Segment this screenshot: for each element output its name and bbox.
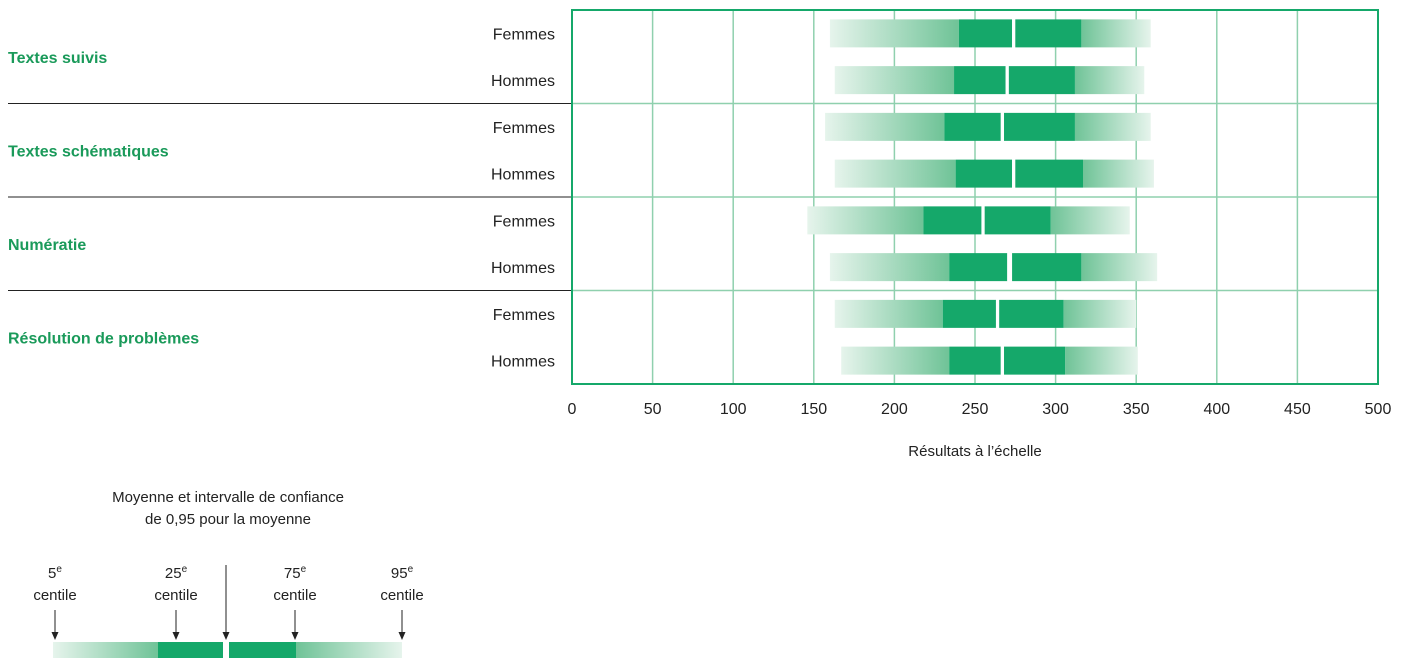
- bar-ci-resolution-de-problemes-femmes: [995, 299, 1000, 328]
- legend-arrow-head-5: [51, 632, 59, 640]
- bar-p5-p25-textes-suivis-femmes: [829, 19, 959, 48]
- bar-p25-mean-textes-suivis-femmes: [958, 19, 1013, 48]
- legend-title-line-2: de 0,95 pour la moyenne: [145, 511, 311, 528]
- group-label-textes-schematiques-femmes: Femmes: [493, 120, 555, 137]
- bar-p5-p25-numeratie-hommes: [829, 253, 950, 282]
- plot-frame: [571, 9, 1379, 385]
- group-label-numeratie-femmes: Femmes: [493, 213, 555, 230]
- x-axis-label: Résultats à l’échelle: [908, 443, 1041, 460]
- bar-ci-textes-schematiques-hommes: [1012, 159, 1016, 188]
- bar-p25-mean-resolution-de-problemes-hommes: [949, 346, 1001, 375]
- legend-item-75-number: 75e: [284, 564, 307, 582]
- x-axis-ticks: 0 50 100 150 200 250 300 350 400 450 500: [568, 401, 1392, 418]
- bar-p25-mean-textes-schematiques-hommes: [955, 159, 1013, 188]
- category-labels: Textes suivis Femmes Hommes Textes schémati…: [8, 26, 572, 371]
- bar-p75-p95-resolution-de-problemes-femmes: [1063, 299, 1137, 328]
- legend-bar-p75-p95: [296, 642, 402, 658]
- x-tick-label-250: 250: [962, 401, 989, 418]
- group-label-resolution-de-problemes-femmes: Femmes: [493, 307, 555, 324]
- bar-p5-p25-textes-schematiques-hommes: [834, 159, 956, 188]
- bar-ci-textes-suivis-hommes: [1005, 66, 1009, 95]
- legend-item-5-word: centile: [33, 587, 76, 604]
- bar-p5-p25-textes-schematiques-femmes: [825, 112, 945, 141]
- bar-p75-p95-textes-suivis-femmes: [1081, 19, 1151, 48]
- bar-mean-p75-numeratie-hommes: [1012, 253, 1082, 282]
- group-label-textes-suivis-hommes: Hommes: [491, 73, 555, 90]
- x-tick-label-200: 200: [881, 401, 908, 418]
- category-label-textes-suivis: Textes suivis: [8, 50, 107, 67]
- bar-p75-p95-numeratie-hommes: [1081, 253, 1158, 282]
- x-tick-label-100: 100: [720, 401, 747, 418]
- bar-mean-p75-resolution-de-problemes-femmes: [999, 299, 1064, 328]
- bar-p5-p25-resolution-de-problemes-hommes: [841, 346, 950, 375]
- group-label-textes-suivis-femmes: Femmes: [493, 26, 555, 43]
- group-label-numeratie-hommes: Hommes: [491, 260, 555, 277]
- x-tick-label-350: 350: [1123, 401, 1150, 418]
- bar-mean-p75-textes-suivis-hommes: [1008, 66, 1075, 95]
- bar-p5-p25-textes-suivis-hommes: [834, 66, 955, 95]
- bar-p25-mean-textes-suivis-hommes: [954, 66, 1006, 95]
- gridlines: [571, 10, 1379, 384]
- bar-p25-mean-textes-schematiques-femmes: [944, 112, 1001, 141]
- category-label-textes-schematiques: Textes schématiques: [8, 143, 169, 160]
- legend-item-25-number: 25e: [165, 564, 188, 582]
- legend-title-line-1: Moyenne et intervalle de confiance: [112, 489, 344, 506]
- legend-bar-mean-p75: [229, 642, 296, 658]
- legend-item-95-word: centile: [380, 587, 423, 604]
- legend-arrow-head-75: [291, 632, 299, 640]
- legend-item-75-word: centile: [273, 587, 316, 604]
- bar-p25-mean-numeratie-hommes: [949, 253, 1008, 282]
- x-tick-label-450: 450: [1284, 401, 1311, 418]
- bar-p25-mean-resolution-de-problemes-femmes: [942, 299, 996, 328]
- legend-arrow-head-25: [172, 632, 180, 640]
- bar-mean-p75-numeratie-femmes: [984, 206, 1051, 235]
- legend-bar-p5-p25: [53, 642, 158, 658]
- legend-bar-ci: [223, 642, 229, 658]
- bar-mean-p75-textes-suivis-femmes: [1015, 19, 1082, 48]
- bar-ci-textes-schematiques-femmes: [1000, 112, 1005, 141]
- bar-p75-p95-textes-schematiques-femmes: [1074, 112, 1151, 141]
- bar-mean-p75-textes-schematiques-femmes: [1004, 112, 1075, 141]
- x-tick-label-0: 0: [568, 401, 577, 418]
- group-label-resolution-de-problemes-hommes: Hommes: [491, 354, 555, 371]
- category-label-resolution-de-problemes: Résolution de problèmes: [8, 330, 199, 347]
- bars: [807, 19, 1158, 375]
- x-tick-label-150: 150: [800, 401, 827, 418]
- bar-mean-p75-textes-schematiques-hommes: [1015, 159, 1084, 188]
- legend-item-95-number: 95e: [391, 564, 414, 582]
- bar-mean-p75-resolution-de-problemes-hommes: [1004, 346, 1066, 375]
- bar-p75-p95-resolution-de-problemes-hommes: [1065, 346, 1138, 375]
- bar-p5-p25-numeratie-femmes: [807, 206, 924, 235]
- legend: Moyenne et intervalle de confiance de 0,…: [33, 489, 424, 658]
- x-tick-label-500: 500: [1365, 401, 1392, 418]
- x-tick-label-400: 400: [1203, 401, 1230, 418]
- legend-arrow-head-mean: [222, 632, 230, 640]
- bar-ci-resolution-de-problemes-hommes: [1000, 346, 1005, 375]
- legend-arrow-head-95: [398, 632, 406, 640]
- bar-p75-p95-textes-suivis-hommes: [1074, 66, 1145, 95]
- legend-item-25-word: centile: [154, 587, 197, 604]
- bar-p75-p95-numeratie-femmes: [1050, 206, 1130, 235]
- x-tick-label-300: 300: [1042, 401, 1069, 418]
- legend-item-5-number: 5e: [48, 564, 62, 582]
- bar-ci-numeratie-hommes: [1007, 253, 1013, 282]
- group-label-textes-schematiques-hommes: Hommes: [491, 167, 555, 184]
- legend-bar-p25-mean: [158, 642, 223, 658]
- bar-ci-textes-suivis-femmes: [1012, 19, 1016, 48]
- bar-ci-numeratie-femmes: [981, 206, 985, 235]
- category-label-numeratie: Numératie: [8, 237, 86, 254]
- bar-p25-mean-numeratie-femmes: [923, 206, 982, 235]
- bar-p5-p25-resolution-de-problemes-femmes: [834, 299, 943, 328]
- bar-p75-p95-textes-schematiques-hommes: [1083, 159, 1154, 188]
- x-tick-label-50: 50: [644, 401, 662, 418]
